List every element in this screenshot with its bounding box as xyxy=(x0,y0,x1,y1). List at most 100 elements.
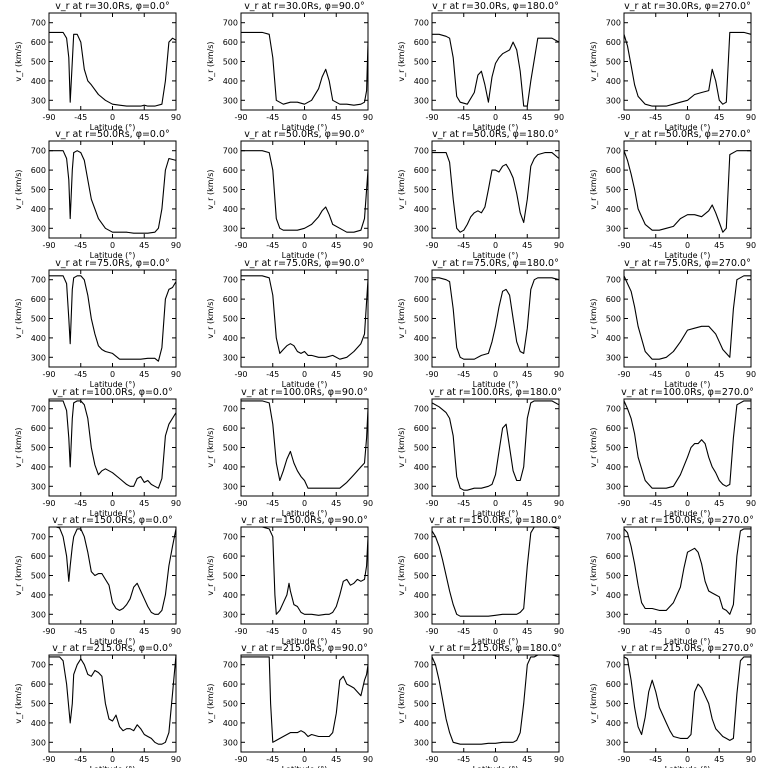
y-axis-label: v_r (km/s) xyxy=(397,298,406,338)
x-axis-label: Latitude (°) xyxy=(282,637,328,646)
series-line xyxy=(623,528,751,615)
panel: v_r at r=150.0Rs, φ=0.0° -90 -45 0 45 90 300 40… xyxy=(14,515,181,646)
x-tick-label: -45 xyxy=(457,113,470,122)
x-tick-label: -90 xyxy=(234,755,247,764)
y-tick-label: 700 xyxy=(606,533,621,542)
y-tick-label: 300 xyxy=(223,738,238,747)
y-tick-label: 400 xyxy=(414,463,429,472)
y-tick-label: 500 xyxy=(31,315,46,324)
x-tick-label: 0 xyxy=(110,241,115,250)
y-tick-label: 300 xyxy=(414,224,429,233)
y-axis-label: v_r (km/s) xyxy=(206,555,215,595)
x-tick-label: 0 xyxy=(302,627,307,636)
panel-title: v_r at r=75.0Rs, φ=0.0° xyxy=(55,258,170,269)
y-tick-label: 500 xyxy=(223,700,238,709)
y-tick-label: 700 xyxy=(31,661,46,670)
panel: v_r at r=150.0Rs, φ=90.0° -90 -45 0 45 90 300 4… xyxy=(206,515,373,646)
x-tick-label: -45 xyxy=(266,113,279,122)
x-tick-label: -90 xyxy=(617,241,630,250)
y-tick-label: 400 xyxy=(606,591,621,600)
y-tick-label: 300 xyxy=(31,353,46,362)
panel: v_r at r=100.0Rs, φ=180.0° -90 -45 0 45 90 300… xyxy=(397,387,564,518)
x-tick-label: 90 xyxy=(746,113,756,122)
panel-title: v_r at r=215.0Rs, φ=90.0° xyxy=(241,643,368,654)
panel: v_r at r=75.0Rs, φ=0.0° -90 -45 0 45 90 300 400… xyxy=(14,258,181,389)
y-tick-label: 600 xyxy=(223,38,238,47)
x-tick-label: 90 xyxy=(171,113,181,122)
y-tick-label: 400 xyxy=(414,719,429,728)
panel: v_r at r=30.0Rs, φ=180.0° -90 -45 0 45 90 300 4… xyxy=(397,1,564,132)
x-tick-label: -90 xyxy=(425,113,438,122)
x-tick-label: -90 xyxy=(425,627,438,636)
x-axis-label: Latitude (°) xyxy=(282,251,328,260)
y-tick-label: 700 xyxy=(414,276,429,285)
x-tick-label: 90 xyxy=(554,627,564,636)
x-axis-label: Latitude (°) xyxy=(473,637,519,646)
plot-frame xyxy=(431,12,560,111)
y-tick-label: 300 xyxy=(606,353,621,362)
panel-title: v_r at r=100.0Rs, φ=270.0° xyxy=(621,387,754,398)
plot-frame xyxy=(48,398,177,497)
series-line xyxy=(241,275,369,360)
panel-title: v_r at r=100.0Rs, φ=0.0° xyxy=(52,387,173,398)
plot-frame xyxy=(431,526,560,625)
plot-frame xyxy=(240,140,369,239)
y-tick-label: 500 xyxy=(31,572,46,581)
series-line xyxy=(432,33,560,107)
x-tick-label: -45 xyxy=(649,113,662,122)
x-axis-label: Latitude (°) xyxy=(90,380,136,389)
x-tick-label: 90 xyxy=(746,627,756,636)
y-axis-label: v_r (km/s) xyxy=(14,427,23,467)
x-tick-label: -45 xyxy=(266,499,279,508)
panel-title: v_r at r=30.0Rs, φ=0.0° xyxy=(55,1,170,12)
y-tick-label: 400 xyxy=(223,463,238,472)
y-tick-label: 300 xyxy=(414,610,429,619)
series-line xyxy=(623,275,751,360)
x-axis-label: Latitude (°) xyxy=(282,509,328,518)
y-tick-label: 600 xyxy=(606,680,621,689)
y-tick-label: 300 xyxy=(606,610,621,619)
y-tick-label: 700 xyxy=(223,405,238,414)
series-line xyxy=(49,150,177,234)
y-axis-label: v_r (km/s) xyxy=(206,298,215,338)
series-line xyxy=(623,31,752,107)
x-tick-label: -45 xyxy=(457,499,470,508)
y-tick-label: 500 xyxy=(606,700,621,709)
x-axis-label: Latitude (°) xyxy=(665,765,711,768)
panel: v_r at r=150.0Rs, φ=180.0° -90 -45 0 45 90 300… xyxy=(397,515,564,646)
x-tick-label: -45 xyxy=(649,370,662,379)
x-tick-label: 45 xyxy=(139,113,149,122)
panel: v_r at r=75.0Rs, φ=180.0° -90 -45 0 45 90 300 4… xyxy=(397,258,564,389)
x-tick-label: 0 xyxy=(110,113,115,122)
series-line xyxy=(241,526,369,616)
y-tick-label: 600 xyxy=(31,295,46,304)
panel-title: v_r at r=75.0Rs, φ=180.0° xyxy=(432,258,559,269)
panel: v_r at r=75.0Rs, φ=270.0° -90 -45 0 45 90 300 4… xyxy=(589,258,756,389)
y-tick-label: 700 xyxy=(31,405,46,414)
y-tick-label: 700 xyxy=(31,147,46,156)
y-tick-label: 400 xyxy=(606,77,621,86)
y-tick-label: 700 xyxy=(223,276,238,285)
y-tick-label: 300 xyxy=(606,224,621,233)
series-line xyxy=(49,526,177,615)
x-tick-label: -45 xyxy=(266,241,279,250)
x-tick-label: 90 xyxy=(363,755,373,764)
y-axis-label: v_r (km/s) xyxy=(206,683,215,723)
y-axis-label: v_r (km/s) xyxy=(206,427,215,467)
y-tick-label: 500 xyxy=(414,315,429,324)
x-tick-label: -45 xyxy=(457,755,470,764)
x-tick-label: 45 xyxy=(714,370,724,379)
plot-frame xyxy=(623,140,752,239)
y-tick-label: 300 xyxy=(606,738,621,747)
y-tick-label: 700 xyxy=(31,533,46,542)
panel-title: v_r at r=150.0Rs, φ=0.0° xyxy=(52,515,173,526)
x-axis-label: Latitude (°) xyxy=(665,251,711,260)
x-tick-label: 0 xyxy=(302,755,307,764)
x-axis-label: Latitude (°) xyxy=(90,123,136,132)
x-tick-label: -45 xyxy=(649,627,662,636)
y-tick-label: 600 xyxy=(414,38,429,47)
panel-title: v_r at r=100.0Rs, φ=90.0° xyxy=(241,387,368,398)
y-tick-label: 600 xyxy=(31,424,46,433)
plot-frame xyxy=(48,269,177,368)
panel-title: v_r at r=215.0Rs, φ=270.0° xyxy=(621,643,754,654)
